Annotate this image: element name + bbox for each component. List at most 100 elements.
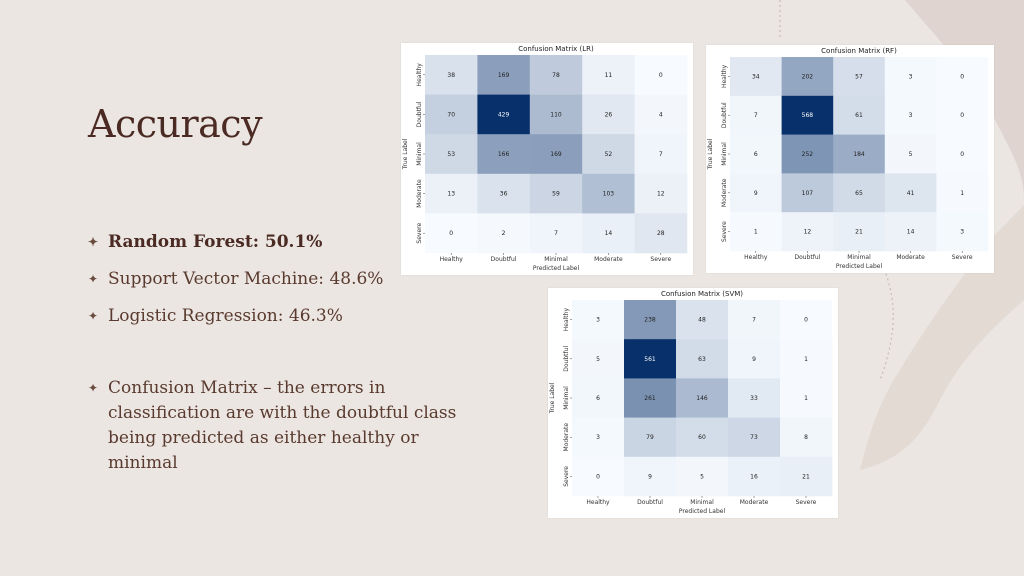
chart-title: Confusion Matrix (SVM)	[661, 290, 743, 298]
bullet-dot-icon: ✦	[88, 235, 99, 249]
slide-title: Accuracy	[88, 102, 263, 146]
y-tick-label: Doubtful	[416, 101, 423, 127]
heatmap-cell	[833, 134, 886, 174]
heatmap-cell	[425, 55, 478, 95]
cell-value-label: 561	[644, 356, 656, 363]
bullet-text: Random Forest: 50.1%	[108, 232, 323, 252]
x-tick-label: Moderate	[740, 499, 769, 506]
heatmap-cell	[572, 339, 625, 379]
y-tick-label: Healthy	[563, 308, 570, 332]
heatmap-cell	[634, 55, 688, 95]
heatmap-cell	[884, 57, 937, 97]
cell-value-label: 14	[907, 229, 915, 236]
cell-value-label: 73	[750, 434, 758, 441]
heatmap-cell	[634, 173, 688, 214]
y-tick-label: Severe	[721, 221, 728, 242]
heatmap-cell	[781, 212, 834, 252]
cell-value-label: 166	[498, 151, 510, 158]
confusion-matrix-rf: Confusion Matrix (RF) 34 202 57 3 0 7 568 61 3 0 6 2…	[707, 47, 989, 270]
heatmap-cell	[833, 95, 886, 135]
heatmap-cell	[634, 134, 688, 175]
y-tick-label: Doubtful	[563, 346, 570, 372]
x-tick-label: Healthy	[744, 254, 768, 261]
heatmap-cell	[780, 339, 833, 379]
heatmap-cell	[529, 134, 583, 175]
heatmap-cell	[582, 213, 635, 254]
x-tick-label: Healthy	[586, 499, 610, 506]
cell-value-label: 9	[648, 473, 652, 480]
x-tick-label: Minimal	[847, 254, 871, 261]
x-tick-label: Severe	[796, 499, 817, 506]
heatmap-cell	[730, 212, 782, 252]
heatmap-cell	[936, 173, 989, 213]
heatmap-cell	[572, 417, 625, 458]
heatmap-cell	[582, 134, 635, 175]
cell-value-label: 3	[596, 434, 600, 441]
heatmap-cell	[529, 55, 583, 95]
cell-value-label: 261	[644, 395, 656, 402]
cell-value-label: 6	[596, 395, 600, 402]
confusion-matrix-rf-panel: Confusion Matrix (RF) 34 202 57 3 0 7 568 61 3 0 6 2…	[706, 45, 994, 273]
y-tick-label: Moderate	[416, 179, 423, 208]
heatmap-cell	[529, 213, 583, 254]
cell-value-label: 5	[596, 356, 600, 363]
heatmap-cell	[884, 212, 937, 252]
cell-value-label: 34	[752, 73, 760, 80]
x-tick-label: Doubtful	[491, 256, 517, 263]
heatmap-cell	[634, 213, 688, 254]
heatmap-cell	[624, 339, 677, 379]
bullet-confusion-matrix: ✦ Confusion Matrix – the errors in class…	[88, 376, 458, 476]
heatmap-cell	[425, 173, 478, 214]
heatmap-cell	[833, 173, 886, 213]
heatmap-cell	[884, 95, 937, 135]
cell-value-label: 202	[802, 73, 814, 80]
heatmap-cell	[780, 456, 833, 497]
heatmap-cell	[781, 95, 834, 135]
bullet-text: Confusion Matrix – the errors in classif…	[108, 378, 457, 473]
cell-value-label: 41	[907, 190, 915, 197]
decor-leaf-shape	[760, 0, 1024, 470]
heatmap-cell	[936, 57, 989, 97]
heatmap-cell	[730, 134, 782, 174]
cell-value-label: 2	[502, 230, 506, 237]
heatmap-cell	[936, 212, 989, 252]
heatmap-cell	[477, 134, 531, 175]
heatmap-cell	[728, 300, 781, 340]
heatmap-cell	[730, 173, 782, 213]
heatmap-cell	[833, 57, 886, 97]
x-tick-label: Minimal	[690, 499, 714, 506]
y-tick-label: Doubtful	[721, 102, 728, 128]
y-tick-label: Minimal	[416, 142, 423, 166]
heatmap-cell	[676, 339, 729, 379]
heatmap-cell	[572, 378, 625, 418]
y-tick-label: Healthy	[721, 64, 728, 88]
y-axis-label: True Label	[549, 382, 556, 414]
cell-value-label: 1	[804, 395, 808, 402]
x-tick-label: Severe	[650, 256, 671, 263]
cell-value-label: 9	[752, 356, 756, 363]
heatmap-cell	[477, 55, 531, 95]
cell-value-label: 0	[659, 72, 663, 79]
cell-value-label: 7	[554, 230, 558, 237]
cell-value-label: 0	[449, 230, 453, 237]
cell-value-label: 11	[605, 72, 613, 79]
cell-value-label: 110	[550, 111, 562, 118]
cell-value-label: 169	[498, 72, 510, 79]
cell-value-label: 1	[804, 356, 808, 363]
heatmap-cell	[936, 134, 989, 174]
heatmap-cell	[781, 57, 834, 97]
confusion-matrix-svm-panel: Confusion Matrix (SVM) 3 238 48 7 0 5 561 63 9 1 6 2…	[548, 288, 838, 518]
heatmap-cell	[781, 173, 834, 213]
cell-value-label: 0	[960, 151, 964, 158]
heatmap-cell	[884, 173, 937, 213]
y-tick-label: Minimal	[563, 386, 570, 410]
heatmap-cell	[936, 95, 989, 135]
heatmap-cell	[676, 378, 729, 418]
cell-value-label: 57	[855, 73, 863, 80]
cell-value-label: 107	[802, 190, 814, 197]
decor-dotted-curve	[879, 259, 894, 381]
heatmap-cell	[425, 134, 478, 175]
decor-petal-shape	[905, 0, 1024, 200]
cell-value-label: 1	[960, 190, 964, 197]
